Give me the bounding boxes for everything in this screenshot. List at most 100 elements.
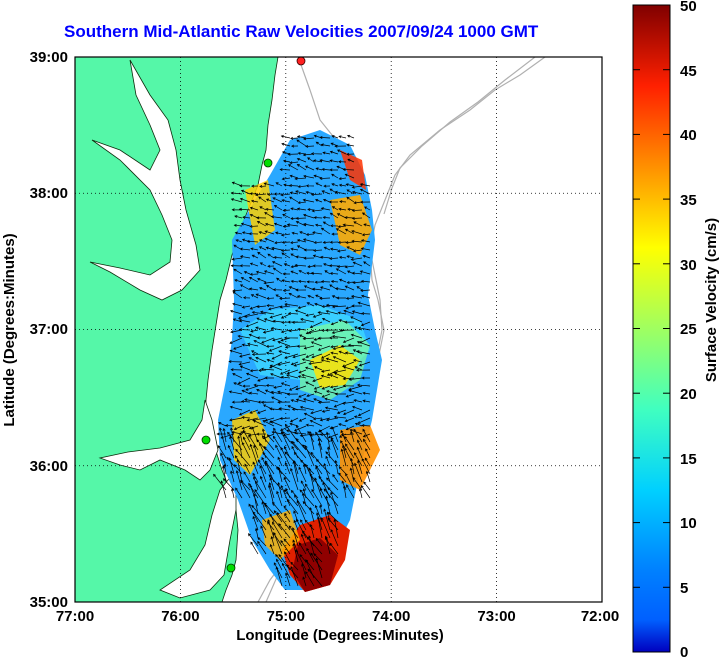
velocity-arrow — [259, 184, 267, 188]
velocity-arrow — [249, 262, 259, 267]
velocity-arrow — [241, 425, 251, 430]
velocity-arrow — [310, 152, 323, 156]
velocity-arrow — [296, 344, 307, 348]
velocity-arrow — [309, 507, 315, 523]
velocity-arrow — [363, 223, 371, 227]
velocity-arrow — [295, 398, 307, 403]
velocity-arrow — [256, 409, 267, 414]
velocity-arrow — [280, 313, 291, 319]
velocity-arrow — [296, 207, 307, 211]
velocity-arrow — [305, 571, 315, 587]
velocity-arrow — [326, 369, 339, 376]
velocity-arrow — [265, 351, 275, 355]
velocity-arrow — [354, 462, 363, 483]
velocity-arrow — [251, 184, 259, 188]
velocity-arrow — [229, 417, 243, 422]
velocity-arrow — [356, 383, 371, 387]
velocity-arrow — [252, 419, 267, 427]
velocity-arrow — [281, 240, 291, 244]
velocity-arrow — [332, 356, 347, 363]
velocity-arrow — [323, 263, 331, 267]
colorbar-ticks — [633, 4, 670, 653]
velocity-arrow — [350, 257, 363, 261]
velocity-arrow — [265, 246, 275, 251]
velocity-arrow — [291, 527, 299, 547]
velocity-arrow — [272, 435, 283, 451]
y-tick-label: 38:00 — [30, 185, 68, 202]
velocity-arrow — [268, 345, 283, 352]
velocity-arrow — [329, 271, 339, 275]
velocity-arrow — [252, 511, 267, 531]
velocity-arrow — [351, 405, 363, 411]
velocity-arrow — [342, 377, 355, 381]
velocity-arrow — [342, 365, 355, 371]
velocity-arrow — [296, 245, 307, 251]
y-axis-title: Latitude (Degrees:Minutes) — [1, 233, 18, 426]
velocity-arrow — [345, 296, 355, 300]
velocity-arrow — [316, 512, 323, 531]
velocity-arrow — [238, 313, 251, 320]
x-tick-label: 73:00 — [477, 608, 515, 625]
velocity-arrow — [357, 439, 363, 451]
velocity-arrow — [324, 270, 331, 275]
velocity-arrow — [327, 433, 339, 439]
velocity-arrow — [294, 309, 307, 315]
velocity-arrow — [218, 422, 227, 427]
velocity-arrow — [301, 563, 307, 579]
velocity-arrow — [249, 409, 259, 414]
velocity-arrow — [321, 369, 331, 373]
velocity-arrow — [272, 337, 283, 342]
velocity-arrow — [263, 281, 275, 285]
velocity-arrow — [311, 209, 323, 213]
velocity-arrow — [293, 361, 307, 367]
velocity-arrow — [258, 231, 267, 235]
velocity-arrow — [319, 158, 331, 163]
velocity-arrow — [363, 438, 371, 451]
velocity-arrow — [278, 553, 291, 571]
velocity-arrow — [236, 459, 243, 483]
velocity-arrow — [306, 302, 315, 307]
velocity-arrow — [315, 167, 323, 171]
velocity-arrow — [344, 173, 355, 179]
velocity-arrow — [344, 285, 355, 291]
velocity-arrow — [293, 519, 299, 531]
velocity-arrow — [310, 409, 323, 415]
velocity-arrow — [263, 318, 275, 323]
velocity-arrow — [288, 184, 299, 188]
velocity-arrow — [234, 215, 243, 219]
velocity-arrow — [232, 373, 243, 379]
velocity-arrow — [240, 277, 251, 283]
velocity-arrow — [264, 376, 275, 380]
velocity-arrow — [356, 286, 363, 291]
velocity-arrow — [320, 227, 331, 235]
velocity-arrow — [274, 241, 283, 245]
velocity-arrow — [331, 206, 339, 211]
velocity-arrow — [283, 505, 291, 515]
velocity-arrow — [334, 459, 339, 475]
velocity-arrow — [256, 216, 267, 220]
velocity-arrow — [235, 239, 243, 243]
velocity-arrow — [265, 207, 275, 211]
velocity-arrow — [361, 294, 371, 299]
velocity-arrow — [292, 543, 299, 563]
velocity-arrow — [292, 460, 299, 483]
velocity-arrow — [305, 353, 315, 358]
y-tick-label: 39:00 — [30, 49, 68, 66]
velocity-arrow — [354, 452, 363, 467]
velocity-arrow — [295, 288, 307, 292]
velocity-arrow — [327, 487, 339, 499]
velocity-arrow — [301, 373, 315, 379]
velocity-arrow — [289, 161, 299, 165]
velocity-arrow — [257, 251, 267, 259]
velocity-arrow — [302, 444, 315, 459]
velocity-arrow — [247, 342, 259, 347]
velocity-arrow — [227, 431, 243, 451]
velocity-arrow — [357, 301, 371, 307]
velocity-arrow — [269, 543, 275, 555]
velocity-arrow — [313, 248, 323, 252]
velocity-arrow — [313, 174, 323, 179]
velocity-arrow — [298, 466, 307, 483]
velocity-arrow — [353, 399, 363, 403]
velocity-arrow — [329, 240, 339, 244]
velocity-arrow — [229, 349, 243, 355]
